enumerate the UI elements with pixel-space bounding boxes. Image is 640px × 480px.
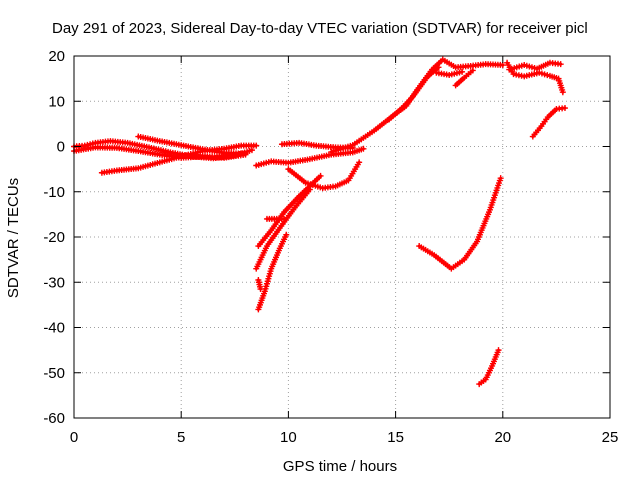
y-tick-label: -50: [43, 365, 65, 382]
y-tick-label: 20: [48, 48, 65, 65]
series-s10: [452, 67, 476, 89]
series-s20: [416, 175, 504, 272]
series-s15: [255, 172, 324, 250]
series-markers: [135, 133, 249, 157]
y-tick-label: 0: [57, 139, 65, 156]
x-tick-label: 20: [494, 429, 511, 446]
data-series: [71, 56, 568, 388]
x-tick-labels: 0 5 10 15 20 25: [70, 429, 619, 446]
series-trace: [329, 58, 505, 154]
series-s16: [253, 186, 313, 272]
x-tick-label: 10: [280, 429, 297, 446]
series-markers: [452, 67, 476, 89]
x-axis-label: GPS time / hours: [283, 458, 397, 475]
y-tick-label: -10: [43, 184, 65, 201]
series-s12: [506, 59, 564, 73]
series-s17: [255, 276, 264, 293]
series-s19: [263, 215, 288, 222]
axis-ticks: [73, 55, 611, 419]
series-markers: [285, 159, 363, 192]
series-markers: [263, 215, 288, 222]
series-s14: [285, 159, 363, 192]
series-markers: [255, 231, 290, 313]
x-tick-label: 5: [177, 429, 185, 446]
series-markers: [253, 186, 313, 272]
series-markers: [476, 347, 502, 388]
y-tick-label: -20: [43, 229, 65, 246]
series-s3: [135, 133, 249, 157]
series-s7: [328, 56, 506, 155]
series-markers: [506, 59, 564, 73]
series-s9: [433, 68, 466, 79]
x-tick-label: 25: [602, 429, 619, 446]
chart-title: Day 291 of 2023, Sidereal Day-to-day VTE…: [52, 20, 588, 37]
y-tick-label: -40: [43, 320, 65, 337]
series-markers: [433, 68, 466, 79]
x-tick-label: 15: [387, 429, 404, 446]
series-markers: [529, 105, 568, 140]
series-markers: [416, 175, 504, 272]
y-tick-labels: -60 -50 -40 -30 -20 -10 0 10 20: [43, 48, 65, 427]
series-markers: [386, 64, 442, 123]
series-s13: [529, 105, 568, 140]
y-axis-label: SDTVAR / TECUs: [5, 178, 22, 298]
series-s21: [476, 347, 502, 388]
series-s18: [255, 231, 290, 313]
series-markers: [328, 56, 506, 155]
x-tick-label: 0: [70, 429, 78, 446]
series-markers: [255, 276, 264, 293]
series-s8: [386, 64, 442, 123]
grid: [74, 56, 610, 418]
y-tick-label: 10: [48, 93, 65, 110]
y-tick-label: -60: [43, 410, 65, 427]
y-tick-label: -30: [43, 274, 65, 291]
